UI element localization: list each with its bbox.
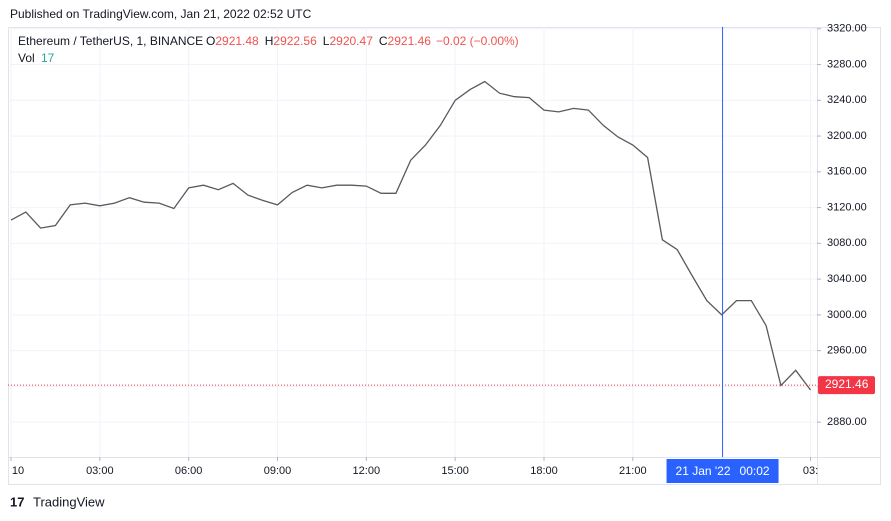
y-tick-label: 3000.00 xyxy=(827,309,867,321)
x-tick-label: 03:00 xyxy=(86,465,114,477)
ohlc-key: L xyxy=(323,34,330,48)
last-price-box xyxy=(818,376,875,395)
ohlc-key: O xyxy=(206,34,215,48)
y-tick-label: 3320.00 xyxy=(827,23,867,35)
x-tick-label: 03: xyxy=(803,465,818,477)
y-tick-label: 3080.00 xyxy=(827,237,867,249)
x-tick-label: 06:00 xyxy=(175,465,203,477)
y-tick-label: 3120.00 xyxy=(827,201,867,213)
ohlc-value: 2921.48 xyxy=(215,34,259,48)
change: −0.02 (−0.00%) xyxy=(436,34,519,48)
y-tick-label: 3040.00 xyxy=(827,273,867,285)
y-tick-label: 3160.00 xyxy=(827,166,867,178)
ohlc-key: C xyxy=(379,34,388,48)
x-tick-label: 15:00 xyxy=(441,465,469,477)
last-price-label: 2921.46 xyxy=(825,377,869,391)
volume-label: Vol xyxy=(18,51,35,65)
price-line xyxy=(10,80,812,391)
plot xyxy=(8,27,817,457)
y-tick-label: 3280.00 xyxy=(827,58,867,70)
x-tick-label: 21:00 xyxy=(619,465,647,477)
y-tick-label: 2880.00 xyxy=(827,416,867,428)
x-tick-label: 09:00 xyxy=(264,465,292,477)
y-tick-label: 2960.00 xyxy=(827,345,867,357)
x-tick-label: 12:00 xyxy=(353,465,381,477)
crosshair-date: 21 Jan '22 xyxy=(676,464,731,478)
volume-value: 17 xyxy=(41,51,55,65)
published-note: Published on TradingView.com, Jan 21, 20… xyxy=(10,7,312,21)
symbol: Ethereum / TetherUS, 1, BINANCE xyxy=(18,34,203,48)
ohlc: O2921.48 H2922.56 L2920.47 C2921.46 −0.02 (−… xyxy=(206,34,519,48)
chart-frame xyxy=(8,27,881,485)
crosshair-time: 00:02 xyxy=(740,464,770,478)
ohlc-value: 2920.47 xyxy=(329,34,373,48)
y-tick-label: 3240.00 xyxy=(827,94,867,106)
x-tick-label: 18:00 xyxy=(530,465,558,477)
ohlc-key: H xyxy=(265,34,274,48)
ohlc-value: 2922.56 xyxy=(273,34,317,48)
brand: TradingView xyxy=(33,494,105,509)
logo-mark: 17 xyxy=(10,494,24,509)
crosshair-box xyxy=(666,459,779,483)
y-tick-label: 3200.00 xyxy=(827,130,867,142)
x-tick-label: 10 xyxy=(12,465,24,477)
logo: 17 TradingView xyxy=(10,494,105,509)
ohlc-value: 2921.46 xyxy=(388,34,432,48)
